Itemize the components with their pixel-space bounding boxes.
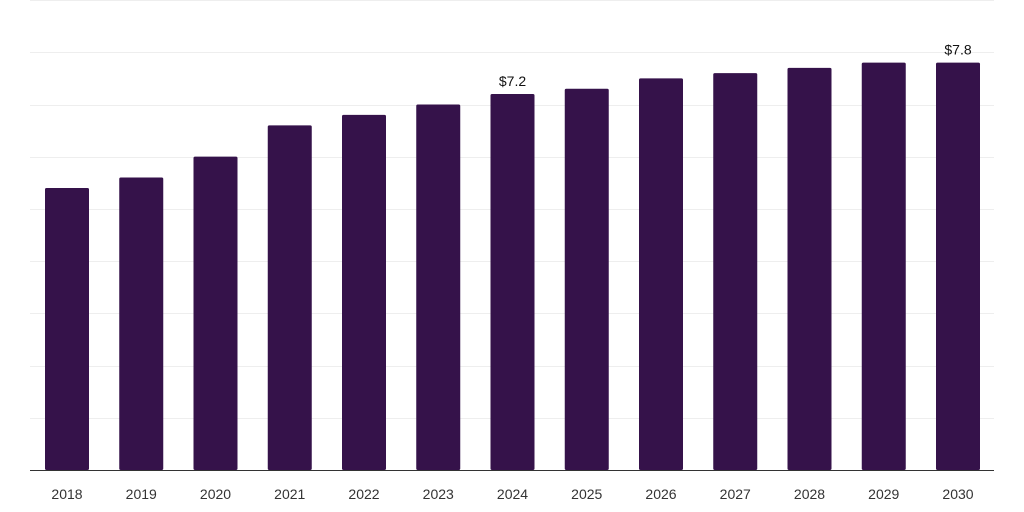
data-label-2024: $7.2 xyxy=(499,73,526,89)
bar-2029 xyxy=(861,62,906,471)
x-tick-label-2027: 2027 xyxy=(720,486,751,502)
x-tick-label-2025: 2025 xyxy=(571,486,602,502)
x-tick-label-2020: 2020 xyxy=(200,486,231,502)
bar-2021 xyxy=(267,125,312,470)
bar-2025 xyxy=(564,88,609,470)
bar-2030 xyxy=(936,62,980,471)
x-tick-label-2021: 2021 xyxy=(274,486,305,502)
bar-2022 xyxy=(342,114,386,470)
x-tick-label-2028: 2028 xyxy=(794,486,825,502)
bar-2027 xyxy=(713,73,758,471)
x-tick-label-2019: 2019 xyxy=(126,486,157,502)
bars xyxy=(45,62,980,471)
x-tick-label-2030: 2030 xyxy=(942,486,973,502)
x-tick-label-2022: 2022 xyxy=(348,486,379,502)
bar-2019 xyxy=(119,177,164,470)
x-tick-label-2026: 2026 xyxy=(645,486,676,502)
x-tick-label-2018: 2018 xyxy=(51,486,82,502)
bar-2018 xyxy=(45,188,89,470)
x-tick-label-2023: 2023 xyxy=(423,486,454,502)
x-tick-label-2024: 2024 xyxy=(497,486,528,502)
bar-2024 xyxy=(490,94,535,470)
data-labels: $7.2 $7.8 xyxy=(499,42,972,89)
bar-2020 xyxy=(193,156,238,471)
bar-2026 xyxy=(639,78,683,470)
data-label-2030: $7.8 xyxy=(944,42,971,58)
x-tick-label-2029: 2029 xyxy=(868,486,899,502)
bar-2023 xyxy=(416,104,461,470)
x-axis-ticks: 2018 2019 2020 2021 2022 2023 2024 2025 2026 2027… xyxy=(51,486,973,502)
bar-2028 xyxy=(787,67,832,470)
